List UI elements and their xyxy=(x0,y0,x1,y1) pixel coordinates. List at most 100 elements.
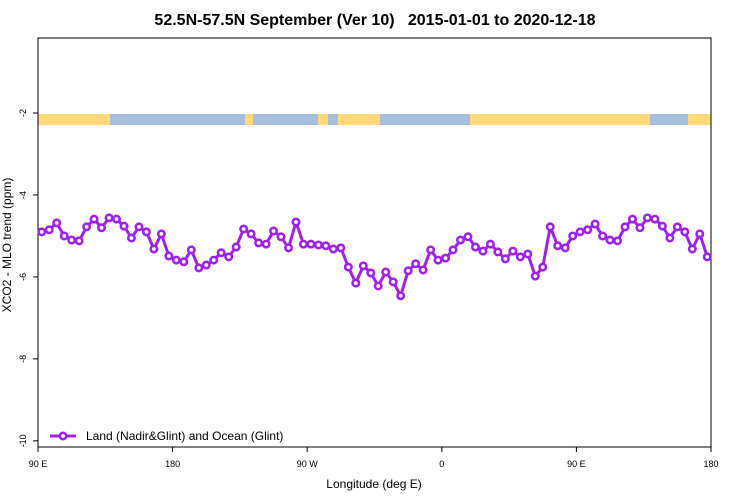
data-point xyxy=(426,245,436,255)
data-point xyxy=(291,217,301,227)
data-point xyxy=(485,239,495,249)
data-point xyxy=(186,245,196,255)
data-point xyxy=(672,222,682,232)
x-tick-label: 180 xyxy=(165,459,180,469)
data-point xyxy=(44,225,54,235)
data-point xyxy=(478,246,488,256)
land xyxy=(38,114,110,125)
data-point xyxy=(141,227,151,237)
data-point xyxy=(657,221,667,231)
data-point xyxy=(67,235,77,245)
data-point xyxy=(231,242,241,252)
data-point xyxy=(328,244,338,254)
data-point xyxy=(515,252,525,262)
data-point xyxy=(164,251,174,261)
data-point xyxy=(613,236,623,246)
y-tick-label: -2 xyxy=(18,109,28,117)
data-point xyxy=(583,225,593,235)
data-point xyxy=(306,239,316,249)
data-point xyxy=(568,231,578,241)
legend-label: Land (Nadir&Glint) and Ocean (Glint) xyxy=(86,429,283,443)
data-point xyxy=(171,255,181,265)
data-point xyxy=(650,214,660,224)
data-point xyxy=(493,247,503,257)
land xyxy=(338,114,380,125)
x-tick-label: 90 W xyxy=(297,459,319,469)
data-point xyxy=(209,255,219,265)
data-point xyxy=(396,291,406,301)
data-point xyxy=(366,268,376,278)
data-point xyxy=(37,227,47,237)
data-point xyxy=(254,238,264,248)
data-point xyxy=(560,243,570,253)
data-point xyxy=(201,260,211,270)
data-point xyxy=(179,257,189,267)
data-point xyxy=(590,219,600,229)
data-point xyxy=(97,223,107,233)
data-point xyxy=(403,266,413,276)
data-point xyxy=(112,214,122,224)
data-point xyxy=(216,248,226,258)
data-point xyxy=(575,227,585,237)
data-point xyxy=(381,267,391,277)
data-point xyxy=(620,222,630,232)
data-point xyxy=(269,226,279,236)
y-axis-label: XCO2 - MLO trend (ppm) xyxy=(0,178,14,313)
data-point xyxy=(508,246,518,256)
data-point xyxy=(470,242,480,252)
data-point xyxy=(373,281,383,291)
data-point xyxy=(455,235,465,245)
data-point xyxy=(59,231,69,241)
data-point xyxy=(500,254,510,264)
chart-title: 52.5N-57.5N September (Ver 10) 2015-01-0… xyxy=(154,12,595,29)
data-point xyxy=(695,229,705,239)
data-point xyxy=(433,255,443,265)
data-point xyxy=(358,261,368,271)
data-point xyxy=(284,243,294,253)
data-point xyxy=(52,218,62,228)
data-point xyxy=(441,253,451,263)
land-ocean-strip xyxy=(38,114,711,125)
data-point xyxy=(665,233,675,243)
y-tick-label: -4 xyxy=(18,191,28,199)
data-point xyxy=(156,229,166,239)
data-point xyxy=(680,227,690,237)
data-point xyxy=(463,232,473,242)
data-point xyxy=(82,222,92,232)
x-axis-label: Longitude (deg E) xyxy=(326,477,421,491)
data-point xyxy=(598,231,608,241)
x-tick-label: 180 xyxy=(703,459,718,469)
data-point xyxy=(336,243,346,253)
y-tick-label: -10 xyxy=(18,434,28,447)
data-point xyxy=(388,277,398,287)
plot-frame xyxy=(37,37,712,448)
data-point xyxy=(298,239,308,249)
data-point xyxy=(321,241,331,251)
data-point xyxy=(530,271,540,281)
land xyxy=(245,114,253,125)
data-point xyxy=(687,244,697,254)
data-point xyxy=(538,262,548,272)
y-tick-label: -6 xyxy=(18,273,28,281)
data-point xyxy=(545,222,555,232)
land xyxy=(470,114,650,125)
data-point xyxy=(239,224,249,234)
data-point xyxy=(635,223,645,233)
legend-marker xyxy=(58,431,68,441)
land xyxy=(688,114,711,125)
x-tick-label: 90 E xyxy=(29,459,48,469)
data-point xyxy=(448,245,458,255)
data-point xyxy=(702,252,712,262)
data-point xyxy=(89,214,99,224)
y-tick-label: -8 xyxy=(18,355,28,363)
data-point xyxy=(523,249,533,259)
data-point xyxy=(119,221,129,231)
data-point xyxy=(149,244,159,254)
x-tick-label: 0 xyxy=(439,459,444,469)
data-point xyxy=(418,265,428,275)
data-point xyxy=(261,239,271,249)
data-point xyxy=(351,278,361,288)
data-point xyxy=(246,229,256,239)
